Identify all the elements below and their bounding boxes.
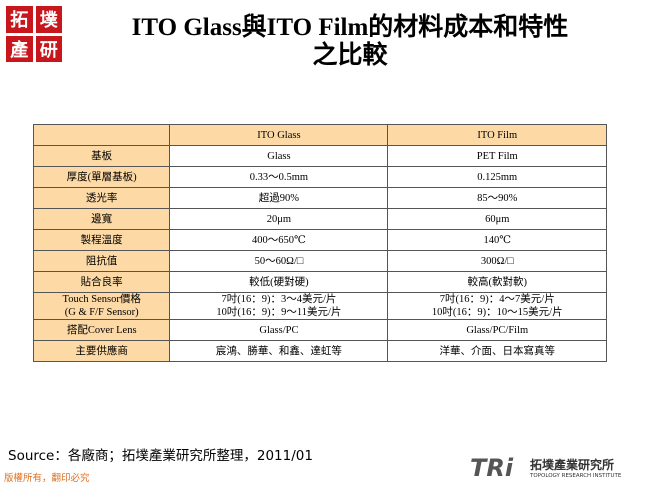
table-row: Touch Sensor價格 (G & F/F Sensor) 7吋(16：9)：3… [32, 292, 607, 320]
table-row: 製程溫度 400～650℃ 140℃ [32, 229, 607, 251]
table-row: 透光率 超過90% 85～90% [32, 187, 607, 209]
cell-line: (G & F/F Sensor) [64, 307, 139, 318]
table-row: 邊寬 20μm 60μm [32, 208, 607, 230]
logo-char: 產 [6, 35, 33, 62]
column-header: ITO Film [387, 124, 607, 146]
brand-logo: TRi 拓墣產業研究所 TOPOLOGY RESEARCH INSTITUTE [470, 454, 646, 482]
cell-line: 製程溫度 [80, 234, 123, 246]
table-cell: 7吋(16：9)：4～7美元/片 10吋(16：9)：10～15美元/片 [387, 292, 607, 320]
cell-line: 厚度(單層基板) [66, 171, 137, 183]
table-cell: 60μm [387, 208, 607, 230]
table-cell: 宸鴻、勝華、和鑫、達虹等 [169, 340, 389, 362]
comparison-table: ITO Glass ITO Film 基板 Glass PET Film 厚度(單層基板)… [32, 124, 607, 362]
table-cell: 較低(硬對硬) [169, 271, 389, 293]
table-cell: 85～90% [387, 187, 607, 209]
table-row: 搭配Cover Lens Glass/PC Glass/PC/Film [32, 319, 607, 341]
cell-line: 透光率 [85, 192, 118, 204]
row-label: 厚度(單層基板) [32, 166, 171, 188]
table-cell: 0.125mm [387, 166, 607, 188]
table-cell: Glass [169, 145, 389, 167]
cell-line: Glass/PC [259, 324, 299, 336]
title-line: ITO Glass與ITO Film的材料成本和特性 [131, 14, 569, 41]
cell-line: 300Ω/□ [480, 255, 514, 267]
table-row: 貼合良率 較低(硬對硬) 較高(軟對軟) [32, 271, 607, 293]
cell-line: 7吋(16：9)：4～7美元/片 [439, 294, 555, 305]
cell-line: PET Film [476, 150, 518, 162]
table-cell: 20μm [169, 208, 389, 230]
table-cell: 洋華、介面、日本寫真等 [387, 340, 607, 362]
header-row: ITO Glass ITO Film [32, 124, 607, 146]
table-cell: Glass/PC [169, 319, 389, 341]
cell-line: 阻抗值 [85, 255, 118, 267]
row-label: 製程溫度 [32, 229, 171, 251]
logo-char: 拓 [6, 6, 33, 33]
cell-line: 0.33～0.5mm [249, 171, 309, 183]
cell-line: 邊寬 [91, 213, 113, 225]
cell-line: 主要供應商 [75, 345, 128, 357]
cell-line: 較低(硬對硬) [249, 276, 309, 288]
cell-line: 洋華、介面、日本寫真等 [439, 345, 555, 357]
table-row: 阻抗值 50～60Ω/□ 300Ω/□ [32, 250, 607, 272]
column-header: ITO Glass [169, 124, 389, 146]
cell-line: Touch Sensor價格 [62, 294, 141, 305]
title: ITO Glass與ITO Film的材料成本和特性 之比較 [70, 14, 630, 70]
row-label: 阻抗值 [32, 250, 171, 272]
cell-line: 400～650℃ [252, 234, 306, 246]
row-label: 基板 [32, 145, 171, 167]
brand-name-en: TOPOLOGY RESEARCH INSTITUTE [530, 473, 622, 479]
row-label: 透光率 [32, 187, 171, 209]
row-label: 貼合良率 [32, 271, 171, 293]
table-cell: 0.33～0.5mm [169, 166, 389, 188]
corner-cell [32, 124, 171, 146]
row-label: Touch Sensor價格 (G & F/F Sensor) [32, 292, 171, 320]
table-cell: 140℃ [387, 229, 607, 251]
cell-line: 搭配Cover Lens [66, 324, 137, 336]
cell-line: 宸鴻、勝華、和鑫、達虹等 [215, 345, 342, 357]
cell-line: 0.125mm [477, 171, 518, 183]
title-line: 之比較 [312, 42, 388, 69]
cell-line: 貼合良率 [80, 276, 123, 288]
table-row: 主要供應商 宸鴻、勝華、和鑫、達虹等 洋華、介面、日本寫真等 [32, 340, 607, 362]
cell-line: 20μm [266, 213, 292, 225]
cell-line: 85～90% [477, 192, 518, 204]
cell-line: Glass [267, 150, 291, 162]
table-cell: 較高(軟對軟) [387, 271, 607, 293]
cell-line: 10吋(16：9)：10～15美元/片 [431, 307, 563, 318]
logo: 拓墣產研 [6, 6, 62, 62]
row-label: 搭配Cover Lens [32, 319, 171, 341]
table-row: 基板 Glass PET Film [32, 145, 607, 167]
table-cell: PET Film [387, 145, 607, 167]
brand-name: 拓墣產業研究所 [530, 458, 615, 472]
copyright: 版權所有，翻印必究 [4, 473, 90, 484]
cell-line: 10吋(16：9)：9～11美元/片 [216, 307, 342, 318]
table-cell: 50～60Ω/□ [169, 250, 389, 272]
cell-line: 50～60Ω/□ [254, 255, 304, 267]
table-cell: 7吋(16：9)：3～4美元/片 10吋(16：9)：9～11美元/片 [169, 292, 389, 320]
brand-mark: TRi [470, 454, 514, 482]
cell-line: 7吋(16：9)：3～4美元/片 [221, 294, 337, 305]
table-cell: 400～650℃ [169, 229, 389, 251]
cell-line: 60μm [485, 213, 510, 225]
table-cell: 超過90% [169, 187, 389, 209]
row-label: 邊寬 [32, 208, 171, 230]
cell-line: 基板 [91, 150, 113, 162]
cell-line: 超過90% [258, 192, 300, 204]
cell-line: Glass/PC/Film [466, 324, 529, 336]
table-cell: 300Ω/□ [387, 250, 607, 272]
cell-line: 較高(軟對軟) [467, 276, 527, 288]
table-row: 厚度(單層基板) 0.33～0.5mm 0.125mm [32, 166, 607, 188]
source-note: Source：各廠商；拓墣產業研究所整理，2011/01 [8, 448, 313, 464]
logo-char: 研 [35, 35, 62, 62]
cell-line: 140℃ [483, 234, 511, 246]
logo-char: 墣 [35, 6, 62, 33]
row-label: 主要供應商 [32, 340, 171, 362]
table-cell: Glass/PC/Film [387, 319, 607, 341]
